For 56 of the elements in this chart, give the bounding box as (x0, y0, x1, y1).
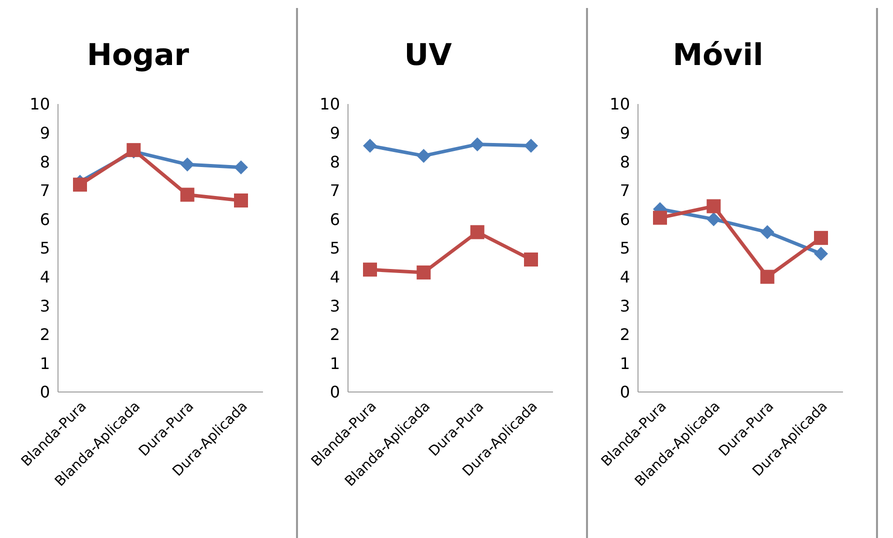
point (180, 157, 194, 172)
y-tick-label: 5 (620, 238, 630, 258)
y-tick-label: 6 (620, 210, 630, 229)
y-tick-label: 3 (620, 296, 630, 316)
point (814, 246, 828, 261)
point (416, 148, 431, 163)
y-tick-label: 0 (620, 382, 630, 402)
y-tick-label: 7 (40, 181, 50, 200)
y-tick-label: 0 (40, 382, 50, 402)
point (363, 138, 377, 153)
y-tick-label: 7 (330, 181, 340, 200)
point (180, 188, 194, 202)
point (760, 270, 774, 284)
y-tick-label: 6 (40, 210, 50, 229)
y-tick-label: 9 (620, 123, 630, 142)
y-tick-label: 4 (330, 267, 340, 286)
y-tick-label: 10 (610, 94, 630, 114)
point (706, 212, 721, 226)
y-tick-label: 2 (40, 325, 50, 344)
point (470, 137, 484, 152)
y-tick-label: 6 (330, 210, 340, 229)
y-tick-label: 9 (40, 123, 50, 142)
y-tick-label: 2 (620, 325, 630, 344)
y-tick-label: 2 (330, 325, 340, 344)
chart-title: Hogar (86, 38, 190, 73)
y-tick-label: 8 (40, 152, 50, 172)
point (524, 252, 538, 267)
point (524, 138, 538, 153)
y-tick-label: 1 (330, 354, 340, 373)
y-tick-label: 4 (620, 267, 630, 286)
y-tick-label: 3 (40, 296, 50, 316)
chart-title: UV (403, 38, 453, 73)
point (653, 210, 667, 225)
y-tick-label: 8 (330, 152, 340, 172)
y-tick-label: 9 (330, 123, 340, 142)
point (363, 262, 377, 277)
y-tick-label: 5 (330, 238, 340, 258)
point (416, 265, 431, 280)
y-tick-label: 5 (40, 238, 50, 258)
y-tick-label: 4 (40, 267, 50, 286)
point (814, 230, 828, 245)
y-tick-label: 1 (620, 354, 630, 373)
y-tick-label: 10 (320, 94, 340, 114)
point (760, 225, 774, 240)
point (706, 199, 721, 214)
chart-title: Móvil (672, 38, 764, 73)
point (470, 225, 484, 240)
y-tick-label: 7 (620, 181, 630, 200)
point (73, 178, 87, 192)
point (234, 160, 248, 174)
y-tick-label: 10 (30, 94, 50, 114)
point (234, 193, 248, 208)
y-tick-label: 8 (620, 152, 630, 172)
y-tick-label: 1 (40, 354, 50, 373)
y-tick-label: 0 (330, 382, 340, 402)
y-tick-label: 3 (330, 296, 340, 316)
